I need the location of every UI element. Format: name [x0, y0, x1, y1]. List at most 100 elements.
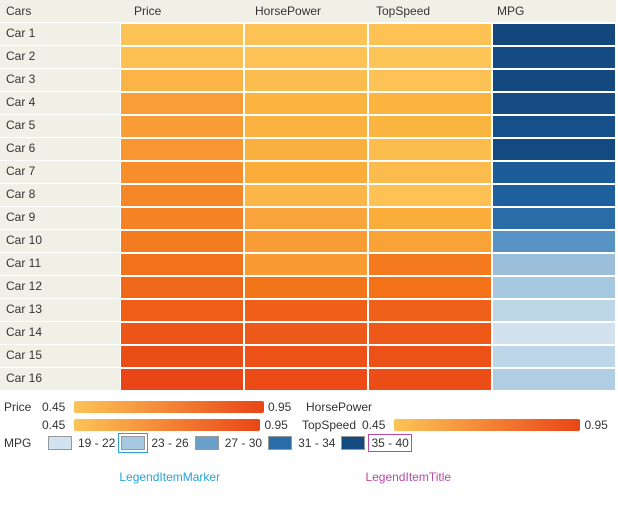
horsepower-legend-max: 0.95: [264, 418, 292, 432]
heatmap: CarsPriceHorsePowerTopSpeedMPGCar 1Car 2…: [0, 0, 616, 391]
heatmap-cell: [368, 253, 492, 276]
mpg-range-label: 31 - 34: [298, 436, 335, 450]
mpg-legend-label: MPG: [4, 436, 42, 450]
heatmap-cell: [244, 230, 368, 253]
heatmap-cell: [368, 276, 492, 299]
mpg-swatch: [195, 436, 219, 450]
heatmap-cell: [244, 345, 368, 368]
horsepower-legend-min: 0.45: [42, 418, 70, 432]
heatmap-row: Car 12: [0, 276, 616, 299]
heatmap-cell: [120, 345, 244, 368]
heatmap-cell: [368, 69, 492, 92]
heatmap-cell: [244, 161, 368, 184]
heatmap-cell: [244, 276, 368, 299]
row-label: Car 12: [0, 276, 120, 299]
heatmap-row: Car 10: [0, 230, 616, 253]
heatmap-row: Car 8: [0, 184, 616, 207]
mpg-swatch: [48, 436, 72, 450]
row-label: Car 3: [0, 69, 120, 92]
column-header: TopSpeed: [374, 0, 495, 22]
heatmap-cell: [368, 115, 492, 138]
row-label: Car 10: [0, 230, 120, 253]
heatmap-cell: [492, 299, 616, 322]
heatmap-cell: [492, 46, 616, 69]
heatmap-cell: [492, 138, 616, 161]
heatmap-row: Car 1: [0, 23, 616, 46]
topspeed-legend-min: 0.45: [362, 418, 390, 432]
heatmap-row: Car 7: [0, 161, 616, 184]
heatmap-row: Car 5: [0, 115, 616, 138]
row-label: Car 2: [0, 46, 120, 69]
heatmap-cell: [120, 184, 244, 207]
heatmap-row: Car 13: [0, 299, 616, 322]
heatmap-cell: [492, 345, 616, 368]
heatmap-cell: [492, 161, 616, 184]
heatmap-cell: [368, 322, 492, 345]
heatmap-cell: [368, 184, 492, 207]
heatmap-cell: [120, 322, 244, 345]
heatmap-cell: [492, 322, 616, 345]
heatmap-cell: [120, 230, 244, 253]
heatmap-row: Car 6: [0, 138, 616, 161]
price-legend-min: 0.45: [42, 400, 70, 414]
heatmap-cell: [120, 69, 244, 92]
row-label: Car 1: [0, 23, 120, 46]
heatmap-cell: [244, 207, 368, 230]
heatmap-cell: [368, 46, 492, 69]
horsepower-legend-label: HorsePower: [306, 400, 372, 414]
columns-header-label: Cars: [0, 0, 132, 22]
legend-row-1: Price 0.45 0.95 HorsePower: [4, 400, 612, 414]
row-label: Car 13: [0, 299, 120, 322]
heatmap-cell: [368, 138, 492, 161]
heatmap-cell: [244, 69, 368, 92]
heatmap-cell: [368, 230, 492, 253]
heatmap-row: Car 4: [0, 92, 616, 115]
heatmap-cell: [492, 276, 616, 299]
mpg-swatch: [341, 436, 365, 450]
mpg-swatch: [268, 436, 292, 450]
heatmap-cell: [120, 276, 244, 299]
legend-item-marker-box: [118, 433, 148, 453]
heatmap-cell: [368, 161, 492, 184]
row-label: Car 8: [0, 184, 120, 207]
heatmap-cell: [244, 322, 368, 345]
row-label: Car 16: [0, 368, 120, 391]
heatmap-cell: [368, 92, 492, 115]
heatmap-cell: [492, 184, 616, 207]
price-gradient-bar: [74, 401, 264, 413]
legend-item-title-label: LegendItemTitle: [365, 470, 451, 484]
legends-area: Price 0.45 0.95 HorsePower 0.45 0.95 Top…: [4, 400, 612, 450]
heatmap-cell: [120, 138, 244, 161]
price-legend-max: 0.95: [268, 400, 296, 414]
heatmap-cell: [120, 299, 244, 322]
heatmap-cell: [244, 46, 368, 69]
horsepower-gradient-bar: [74, 419, 261, 431]
heatmap-cell: [244, 23, 368, 46]
heatmap-cell: [492, 23, 616, 46]
heatmap-cell: [244, 368, 368, 391]
column-header: HorsePower: [253, 0, 374, 22]
heatmap-cell: [120, 46, 244, 69]
legend-item-marker-label: LegendItemMarker: [119, 470, 220, 484]
row-label: Car 9: [0, 207, 120, 230]
heatmap-cell: [120, 368, 244, 391]
mpg-legend-row: MPG19 - 2223 - 2627 - 3031 - 3435 - 40: [4, 436, 612, 450]
row-label: Car 15: [0, 345, 120, 368]
heatmap-cell: [492, 230, 616, 253]
column-header: MPG: [495, 0, 616, 22]
topspeed-legend-max: 0.95: [584, 418, 612, 432]
heatmap-cell: [120, 115, 244, 138]
heatmap-cell: [492, 207, 616, 230]
mpg-range-label: 19 - 22: [78, 436, 115, 450]
heatmap-cell: [492, 69, 616, 92]
row-label: Car 11: [0, 253, 120, 276]
heatmap-row: Car 11: [0, 253, 616, 276]
heatmap-cell: [492, 368, 616, 391]
heatmap-cell: [368, 345, 492, 368]
heatmap-cell: [244, 253, 368, 276]
row-label: Car 4: [0, 92, 120, 115]
row-label: Car 14: [0, 322, 120, 345]
mpg-range-label: 23 - 26: [151, 436, 188, 450]
price-legend-label: Price: [4, 400, 42, 414]
heatmap-row: Car 16: [0, 368, 616, 391]
